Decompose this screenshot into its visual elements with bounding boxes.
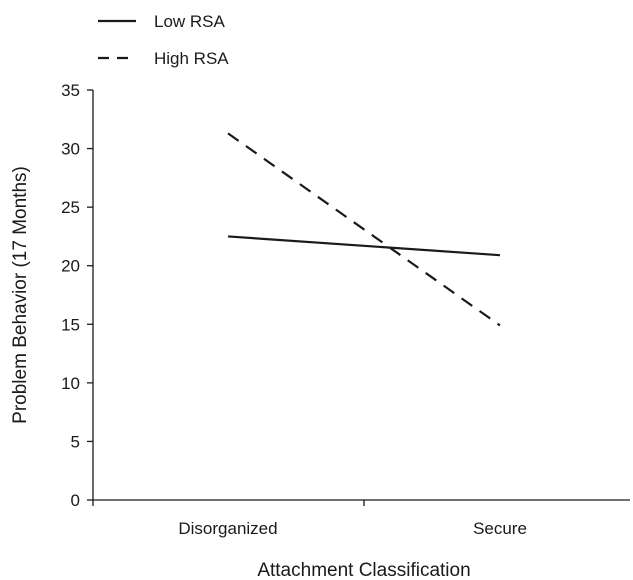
y-tick-label: 25 xyxy=(61,198,80,217)
legend-label-low-rsa: Low RSA xyxy=(154,12,226,31)
legend-label-high-rsa: High RSA xyxy=(154,49,229,68)
y-axis-ticks: 0 5 10 15 20 25 30 35 xyxy=(61,81,93,510)
y-tick-label: 0 xyxy=(71,491,80,510)
legend: Low RSA High RSA xyxy=(98,12,229,68)
y-tick-label: 30 xyxy=(61,140,80,159)
y-tick-label: 20 xyxy=(61,257,80,276)
y-tick-label: 35 xyxy=(61,81,80,100)
x-axis-ticks: Disorganized Secure xyxy=(92,500,527,538)
x-category-label: Disorganized xyxy=(178,519,277,538)
series-layer xyxy=(227,132,501,327)
y-tick-label: 15 xyxy=(61,315,80,334)
series-line-low-rsa xyxy=(227,235,501,257)
x-category-label: Secure xyxy=(473,519,527,538)
y-tick-label: 10 xyxy=(61,374,80,393)
y-axis-title: Problem Behavior (17 Months) xyxy=(10,166,31,424)
series-line-high-rsa xyxy=(227,132,501,327)
y-tick-label: 5 xyxy=(71,432,80,451)
x-axis-title: Attachment Classification xyxy=(257,560,470,580)
plot-area: 0 5 10 15 20 25 30 35 Disorganized Secure xyxy=(61,81,630,538)
